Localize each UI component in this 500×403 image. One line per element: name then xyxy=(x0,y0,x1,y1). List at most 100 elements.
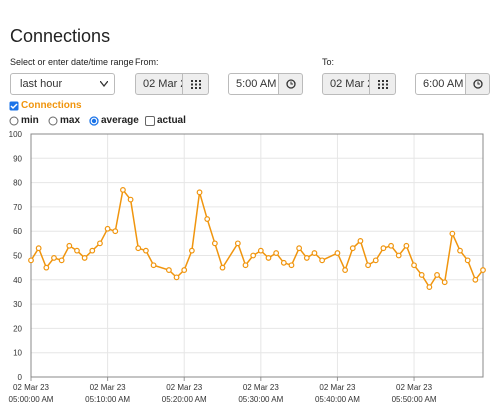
from-date-input[interactable]: 02 Mar 2 xyxy=(135,73,183,95)
data-point xyxy=(28,257,34,264)
data-point xyxy=(74,247,80,254)
data-point xyxy=(480,267,486,273)
option-min[interactable]: min xyxy=(9,115,39,126)
from-clock-button[interactable] xyxy=(278,73,303,95)
option-actual[interactable]: actual xyxy=(145,115,186,126)
from-label: From: xyxy=(135,57,159,67)
data-point xyxy=(434,272,440,278)
to-label: To: xyxy=(322,57,335,67)
data-point xyxy=(280,259,287,266)
to-date: 02 Mar 2 xyxy=(330,78,370,90)
from-time: 5:00 AM xyxy=(236,78,277,90)
page-title: Connections xyxy=(10,26,111,46)
y-tick-label: 50 xyxy=(13,252,22,261)
data-point xyxy=(66,242,73,249)
dropdown-arrow xyxy=(100,81,108,87)
x-tick-label: 05:40:00 AM xyxy=(315,395,360,403)
data-point xyxy=(120,186,126,193)
from-time-input[interactable]: 5:00 AM xyxy=(228,73,279,95)
data-point xyxy=(204,216,211,222)
data-point xyxy=(464,257,471,264)
to-clock-button[interactable] xyxy=(465,73,490,95)
plot-border xyxy=(30,133,484,378)
range-value: last hour xyxy=(20,78,63,90)
from-date: 02 Mar 2 xyxy=(143,78,183,90)
option-label: max xyxy=(60,115,81,126)
data-point xyxy=(273,250,280,256)
x-tick-label: 02 Mar 23 xyxy=(396,383,433,392)
data-point xyxy=(334,250,341,256)
data-point xyxy=(395,252,402,259)
data-point xyxy=(211,240,218,247)
data-point xyxy=(51,255,57,261)
range-select[interactable]: last hour xyxy=(10,73,115,95)
data-point xyxy=(81,255,88,261)
data-point xyxy=(97,240,103,247)
option-label: min xyxy=(21,115,39,126)
data-point xyxy=(303,255,310,261)
from-calendar-button[interactable] xyxy=(182,73,209,95)
y-tick-label: 100 xyxy=(9,130,23,139)
x-tick-label: 02 Mar 23 xyxy=(319,383,356,392)
to-calendar-button[interactable] xyxy=(369,73,396,95)
data-point xyxy=(89,247,96,254)
checkbox xyxy=(145,115,155,126)
data-point xyxy=(388,242,394,249)
data-point xyxy=(104,225,111,232)
data-point xyxy=(234,240,241,247)
data-point xyxy=(35,245,42,252)
to-time: 6:00 AM xyxy=(423,78,464,90)
data-point xyxy=(173,274,180,281)
calendar-icon xyxy=(190,79,201,89)
x-tick-label: 02 Mar 23 xyxy=(90,383,127,392)
y-tick-label: 30 xyxy=(13,300,22,309)
data-point xyxy=(418,272,425,278)
data-point xyxy=(349,245,356,252)
data-point xyxy=(143,247,149,254)
data-point xyxy=(165,267,172,273)
data-point xyxy=(311,250,318,256)
data-point xyxy=(112,228,119,235)
y-tick-label: 70 xyxy=(13,203,22,212)
option-max[interactable]: max xyxy=(48,115,80,126)
data-point xyxy=(196,189,203,196)
radio xyxy=(48,116,58,125)
data-point xyxy=(472,276,479,283)
option-label: actual xyxy=(157,115,186,126)
series-line xyxy=(30,188,484,289)
data-point xyxy=(319,257,326,264)
data-point xyxy=(457,247,463,254)
y-tick-label: 20 xyxy=(13,324,22,333)
data-point xyxy=(242,262,249,269)
x-tick-label: 02 Mar 23 xyxy=(13,383,50,392)
data-point xyxy=(449,230,456,237)
clock-icon xyxy=(472,79,483,89)
data-point xyxy=(372,257,379,264)
data-point xyxy=(365,262,371,269)
data-point xyxy=(296,245,303,252)
x-tick-label: 02 Mar 23 xyxy=(166,383,203,392)
data-point xyxy=(441,279,448,286)
data-point xyxy=(135,245,142,252)
data-point xyxy=(380,245,387,252)
x-tick-label: 05:30:00 AM xyxy=(238,395,283,403)
data-point xyxy=(58,257,65,264)
data-point xyxy=(411,262,417,269)
radio-checked xyxy=(89,115,99,126)
data-point xyxy=(127,196,134,203)
checkbox-checked xyxy=(9,101,19,110)
radio xyxy=(9,116,19,125)
option-average[interactable]: average xyxy=(89,115,139,126)
series-name: Connections xyxy=(21,100,82,111)
data-point xyxy=(181,267,188,273)
data-point xyxy=(403,242,410,249)
y-tick-label: 80 xyxy=(13,179,22,188)
to-time-input[interactable]: 6:00 AM xyxy=(415,73,466,95)
data-point xyxy=(250,252,257,259)
data-point xyxy=(188,247,195,254)
data-point xyxy=(43,264,50,271)
x-tick-label: 05:00:00 AM xyxy=(9,395,54,403)
to-date-input[interactable]: 02 Mar 2 xyxy=(322,73,370,95)
series-toggle[interactable]: Connections xyxy=(9,100,82,111)
